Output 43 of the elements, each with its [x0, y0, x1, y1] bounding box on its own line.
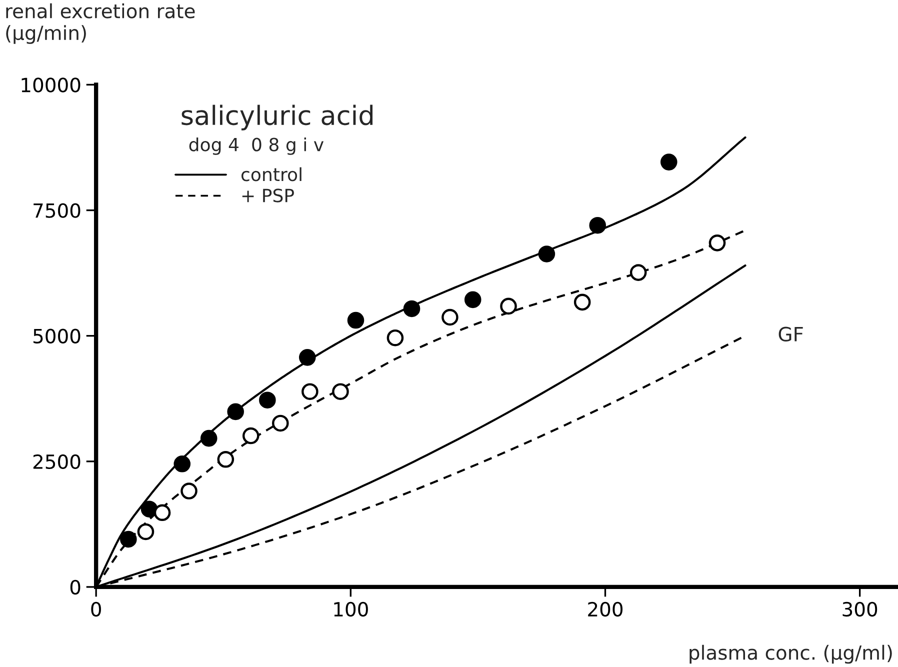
- point: [442, 308, 458, 326]
- point: [302, 383, 318, 400]
- point: [227, 403, 244, 420]
- y-tick-label: 10000: [22, 78, 80, 92]
- x-tick-label: 200: [588, 602, 623, 617]
- point: [120, 530, 137, 548]
- point: [174, 456, 191, 472]
- point: [332, 383, 349, 400]
- x-tick-label: 0: [91, 602, 101, 617]
- point: [298, 349, 316, 366]
- point: [347, 312, 364, 329]
- point: [242, 427, 260, 444]
- legend-label: + PSP: [242, 188, 294, 202]
- annotation: GF: [778, 326, 803, 342]
- y-tick-label: 7500: [34, 203, 80, 218]
- point: [708, 234, 726, 252]
- y-tick-label: 2500: [33, 454, 80, 470]
- point: [574, 294, 591, 311]
- y-axis-title: renal excretion rate (μg/min): [6, 3, 195, 44]
- point: [180, 482, 198, 500]
- point: [464, 291, 482, 308]
- x-tick-label: 100: [334, 602, 368, 617]
- point: [403, 300, 420, 318]
- text: dog 4 0 8 g i v: [189, 137, 324, 155]
- legend-label: control: [241, 167, 302, 182]
- point: [630, 264, 647, 281]
- x-tick-label: 300: [842, 602, 878, 617]
- x-axis-title: plasma conc. (μg/ml): [690, 644, 892, 664]
- point: [386, 329, 404, 346]
- point: [272, 414, 289, 432]
- point: [538, 246, 556, 262]
- point: [217, 450, 234, 468]
- point: [137, 523, 154, 540]
- point: [154, 504, 171, 522]
- y-tick-label: 5000: [34, 328, 80, 344]
- y-tick-label: 0: [70, 580, 80, 595]
- point: [200, 430, 218, 447]
- point: [259, 392, 276, 409]
- text: salicyluric acid: [182, 104, 372, 130]
- point: [660, 154, 678, 170]
- point: [589, 216, 606, 234]
- point: [500, 298, 517, 315]
- point: [140, 500, 158, 518]
